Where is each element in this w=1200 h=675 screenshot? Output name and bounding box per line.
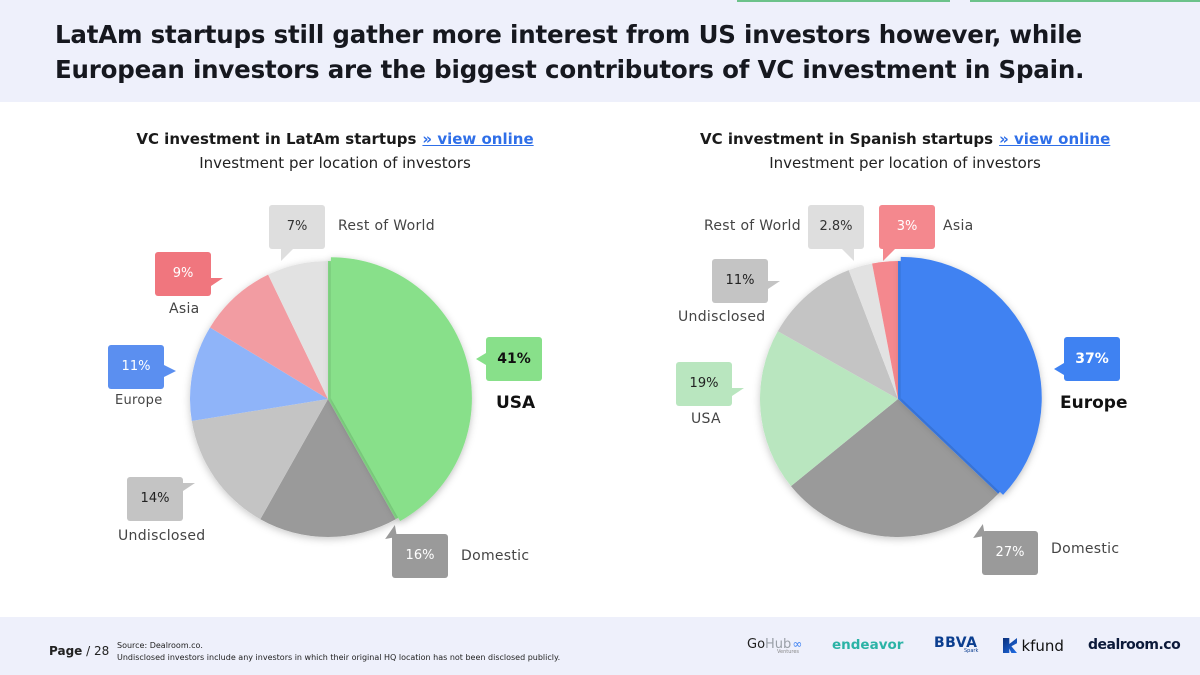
latam-chart-heading: VC investment in LatAm startups » view on… (135, 128, 535, 176)
latam-chart-title-row: VC investment in LatAm startups » view on… (135, 128, 535, 150)
bubble-tail (768, 281, 780, 289)
spain-europe-pct-bubble: 37% (1054, 337, 1120, 381)
endeavor-logo: endeavor (832, 637, 904, 653)
latam-rest-pct-bubble: 7% (269, 205, 325, 261)
latam-domestic-label: Domestic (461, 548, 530, 564)
spain-domestic-pct: 27% (995, 545, 1025, 560)
kfund-logo: kfund (1003, 637, 1064, 655)
latam-pie-slice-undisclosed (191, 399, 328, 520)
latam-europe-label: Europe (115, 393, 163, 408)
page-number: / 28 (86, 644, 110, 658)
spain-pie-highlight-slice (900, 256, 1042, 495)
kfund-text: kfund (1021, 637, 1064, 655)
latam-usa-label: USA (496, 393, 536, 413)
spain-asia-pct-bubble: 3% (879, 205, 935, 261)
latam-usa-pct: 41% (497, 351, 531, 367)
page-title-line-1: LatAm startups still gather more interes… (55, 20, 1082, 49)
spain-view-online-link[interactable]: » view online (999, 130, 1111, 148)
latam-europe-pct: 11% (121, 359, 151, 374)
spain-rest-label: Rest of World (704, 218, 801, 234)
spain-chart-subtitle: Investment per location of investors (769, 154, 1041, 172)
bubble-tail (883, 249, 895, 261)
latam-asia-pct-bubble: 9% (155, 252, 223, 296)
footer-band: Page / 28 Source: Dealroom.co. Undisclos… (0, 617, 1200, 675)
page-title-line-2: European investors are the biggest contr… (55, 55, 1085, 84)
header-accent-line (737, 0, 950, 2)
dealroom-logo: dealroom.co (1088, 637, 1181, 653)
spain-pie-slice-rest-of-world (848, 263, 898, 399)
source-line-2: Undisclosed investors include any invest… (117, 653, 561, 662)
kfund-mark-icon (1003, 638, 1017, 653)
latam-pie-slice-domestic (260, 399, 396, 537)
spain-pie-slice-asia (872, 261, 898, 399)
latam-rest-label: Rest of World (338, 218, 435, 234)
latam-undisclosed-pct-bubble: 14% (127, 477, 195, 521)
latam-europe-pct-bubble: 11% (108, 345, 176, 389)
spain-europe-label: Europe (1060, 393, 1128, 413)
spain-domestic-label: Domestic (1051, 541, 1120, 557)
latam-undisclosed-label: Undisclosed (118, 528, 206, 544)
spain-pie (759, 256, 1042, 538)
spain-pie-slice-domestic (790, 399, 999, 538)
latam-pie-slice-asia (209, 274, 328, 399)
spain-undisclosed-pct-bubble: 11% (712, 259, 780, 303)
spain-chart-title-row: VC investment in Spanish startups » view … (700, 128, 1110, 150)
bubble-tail (183, 483, 195, 491)
spain-chart-title: VC investment in Spanish startups (700, 130, 994, 148)
gohub-hub: Hub (765, 637, 792, 652)
spain-rest-pct: 2.8% (819, 219, 853, 234)
latam-domestic-pct: 16% (405, 548, 435, 563)
spain-undisclosed-pct: 11% (725, 273, 755, 288)
bubble-tail (164, 365, 176, 377)
latam-pie-highlight-slice (330, 257, 472, 522)
bubble-tail (1054, 363, 1064, 375)
gohub-infinity-icon: ∞ (792, 637, 803, 651)
bbva-text: BBVA (934, 635, 978, 651)
gohub-sub: Ventures (777, 649, 800, 655)
latam-usa-pct-bubble: 41% (476, 337, 542, 381)
header-band: LatAm startups still gather more interes… (0, 0, 1200, 102)
bubble-tail (842, 249, 854, 261)
latam-asia-label: Asia (169, 301, 200, 317)
spain-rest-pct-bubble: 2.8% (808, 205, 864, 261)
page-title: LatAm startups still gather more interes… (55, 17, 1155, 87)
bubble-tail (383, 525, 397, 539)
spain-usa-pct: 19% (689, 376, 719, 391)
latam-rest-pct: 7% (286, 219, 308, 234)
spain-pie-slice-usa (759, 331, 898, 487)
page-label: Page (49, 644, 83, 658)
bubble-tail (732, 388, 744, 396)
bbva-sub: Spark (964, 648, 979, 654)
latam-pie (190, 257, 472, 537)
latam-chart-title: VC investment in LatAm startups (136, 130, 417, 148)
bubble-tail (971, 524, 985, 538)
spain-asia-label: Asia (943, 218, 974, 234)
latam-chart-subtitle: Investment per location of investors (199, 154, 471, 172)
latam-pie-slice-rest-of-world (268, 261, 328, 399)
spain-europe-pct: 37% (1075, 351, 1109, 367)
bbva-logo: BBVA Spark (934, 635, 978, 654)
header-accent-line (970, 0, 1200, 2)
latam-undisclosed-pct: 14% (140, 491, 170, 506)
source-line-1: Source: Dealroom.co. (117, 641, 203, 650)
latam-view-online-link[interactable]: » view online (422, 130, 534, 148)
spain-domestic-pct-bubble: 27% (971, 524, 1038, 575)
latam-asia-pct: 9% (172, 266, 194, 281)
bubble-tail (281, 249, 293, 261)
source-note: Source: Dealroom.co. Undisclosed investo… (117, 640, 560, 664)
spain-undisclosed-label: Undisclosed (678, 309, 766, 325)
spain-usa-pct-bubble: 19% (676, 362, 744, 406)
spain-usa-label: USA (691, 411, 721, 427)
page-indicator: Page / 28 (49, 644, 109, 658)
gohub-logo: GoHub∞ Ventures (747, 637, 802, 655)
spain-asia-pct: 3% (896, 219, 918, 234)
gohub-go: Go (747, 637, 766, 652)
latam-pie-slice-europe (190, 327, 328, 422)
latam-domestic-pct-bubble: 16% (383, 525, 448, 578)
spain-pie-slice-undisclosed (777, 270, 898, 399)
spain-chart-heading: VC investment in Spanish startups » view … (700, 128, 1110, 176)
bubble-tail (211, 278, 223, 286)
bubble-tail (476, 353, 486, 365)
